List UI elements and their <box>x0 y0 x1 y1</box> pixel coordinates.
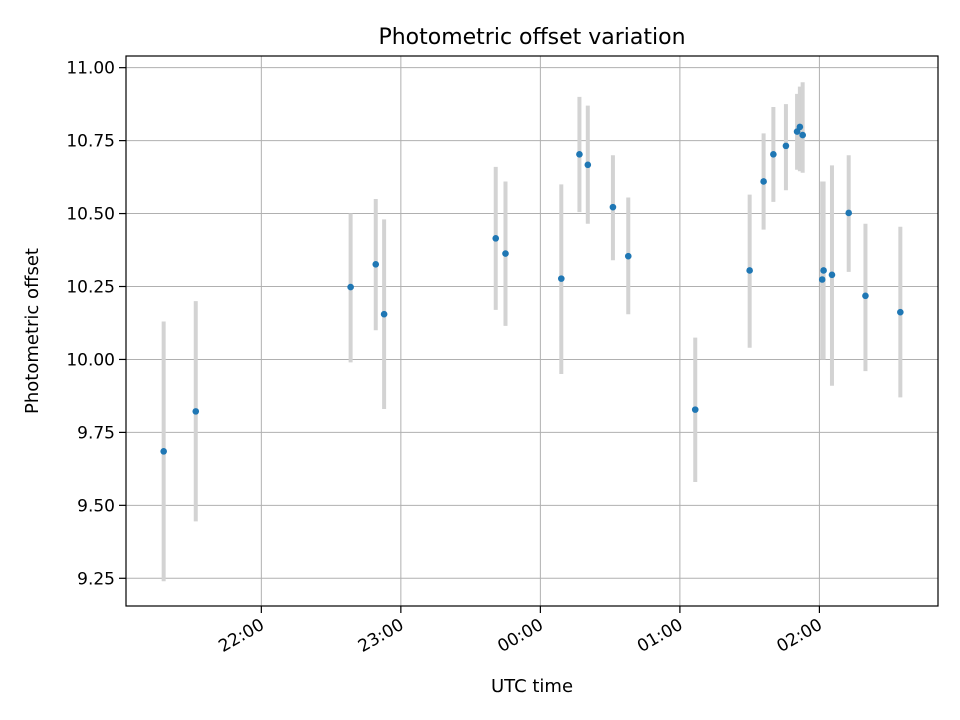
y-tick-label: 10.75 <box>66 132 115 152</box>
plot-area <box>126 56 938 606</box>
grid-layer <box>126 56 938 606</box>
y-tick-label: 9.75 <box>77 423 115 443</box>
data-point <box>770 151 777 158</box>
y-axis-label: Photometric offset <box>22 248 43 414</box>
data-point <box>845 209 853 217</box>
data-point <box>192 408 200 415</box>
data-point <box>862 292 869 300</box>
data-point <box>160 448 167 455</box>
plot-frame <box>125 55 939 607</box>
data-point <box>746 267 753 274</box>
data-point <box>576 151 583 158</box>
data-point <box>372 261 380 268</box>
data-point <box>799 131 806 139</box>
data-point <box>760 178 767 185</box>
data-point <box>818 276 826 283</box>
data-point <box>624 252 632 260</box>
data-point <box>820 267 827 274</box>
data-point <box>492 235 500 242</box>
data-point <box>502 250 509 257</box>
data-point <box>828 271 836 279</box>
data-point <box>380 310 388 318</box>
y-tick-label: 10.25 <box>66 278 115 298</box>
x-axis-label: UTC time <box>491 676 573 697</box>
point-layer <box>160 123 904 455</box>
data-point <box>796 123 804 131</box>
data-point <box>897 308 904 316</box>
data-point <box>557 275 565 282</box>
data-point <box>782 142 790 150</box>
y-tick-label: 10.00 <box>66 350 115 370</box>
y-tick-label: 10.50 <box>66 205 115 225</box>
chart-title: Photometric offset variation <box>378 25 685 50</box>
data-point <box>691 406 699 413</box>
y-tick-label: 11.00 <box>66 59 115 79</box>
data-point <box>609 203 617 211</box>
y-tick-label: 9.50 <box>77 496 115 516</box>
data-point <box>347 283 354 291</box>
y-tick-label: 9.25 <box>77 569 115 589</box>
data-point <box>584 161 592 169</box>
